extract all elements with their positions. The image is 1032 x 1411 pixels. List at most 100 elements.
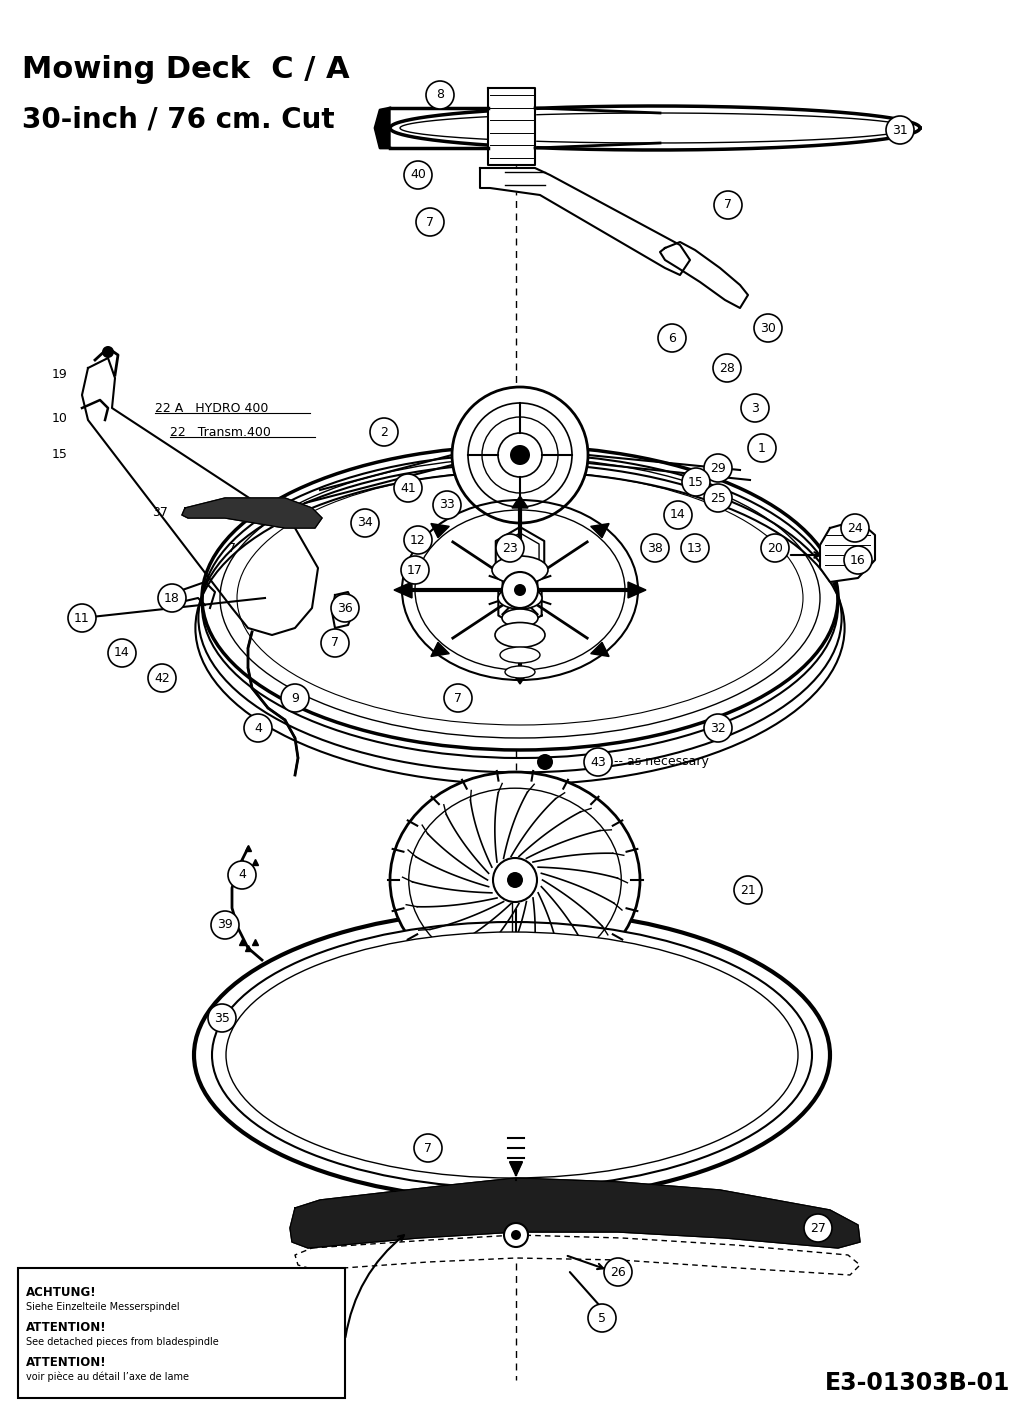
Circle shape [433, 491, 461, 519]
Text: 35: 35 [214, 1012, 230, 1024]
Polygon shape [182, 498, 322, 528]
Polygon shape [431, 642, 449, 656]
Circle shape [102, 346, 114, 358]
Text: Mowing Deck  C / A: Mowing Deck C / A [22, 55, 350, 85]
Text: Siehe Einzelteile Messerspindel: Siehe Einzelteile Messerspindel [26, 1302, 180, 1312]
Circle shape [748, 435, 776, 461]
Polygon shape [510, 1163, 522, 1175]
Polygon shape [394, 581, 412, 598]
Text: ACHTUNG!: ACHTUNG! [26, 1285, 97, 1300]
Text: 15: 15 [688, 476, 704, 488]
Text: 15: 15 [52, 449, 68, 461]
Circle shape [244, 714, 272, 742]
Text: 7: 7 [331, 636, 338, 649]
Text: 13: 13 [687, 542, 703, 555]
Circle shape [664, 501, 692, 529]
Circle shape [682, 468, 710, 497]
Text: 27: 27 [810, 1222, 826, 1235]
Text: 7: 7 [454, 691, 462, 704]
Circle shape [804, 1213, 832, 1242]
Text: 36: 36 [337, 601, 353, 615]
Circle shape [886, 116, 914, 144]
Ellipse shape [499, 648, 540, 663]
Circle shape [510, 444, 530, 466]
Text: 9: 9 [291, 691, 299, 704]
Circle shape [584, 748, 612, 776]
Text: 19: 19 [52, 368, 68, 381]
Circle shape [68, 604, 96, 632]
Text: 7: 7 [426, 216, 434, 229]
Text: voir pièce au détail l’axe de lame: voir pièce au détail l’axe de lame [26, 1371, 189, 1383]
Text: 33: 33 [440, 498, 455, 512]
Circle shape [108, 639, 136, 667]
Circle shape [734, 876, 762, 904]
Text: 11: 11 [74, 611, 90, 625]
Circle shape [713, 354, 741, 382]
Ellipse shape [502, 610, 538, 626]
Text: 25: 25 [710, 491, 725, 505]
Text: 12: 12 [410, 533, 426, 546]
Text: 18: 18 [164, 591, 180, 604]
Polygon shape [503, 563, 538, 602]
Circle shape [754, 315, 782, 341]
Text: 3: 3 [751, 402, 759, 415]
Text: ATTENTION!: ATTENTION! [26, 1321, 106, 1333]
Circle shape [761, 533, 789, 562]
Polygon shape [390, 106, 920, 150]
Text: 24: 24 [847, 522, 863, 535]
Text: 28: 28 [719, 361, 735, 374]
Circle shape [844, 546, 872, 574]
Text: 23: 23 [503, 542, 518, 555]
Polygon shape [512, 497, 528, 508]
Text: 42: 42 [154, 672, 170, 684]
Circle shape [658, 325, 686, 351]
Text: 31: 31 [892, 124, 908, 137]
Text: 30: 30 [760, 322, 776, 334]
Polygon shape [290, 1178, 860, 1247]
Circle shape [401, 556, 429, 584]
Text: 14: 14 [115, 646, 130, 659]
Polygon shape [820, 521, 875, 581]
Circle shape [493, 858, 537, 902]
Circle shape [444, 684, 472, 713]
Text: 26: 26 [610, 1266, 625, 1278]
Text: 21: 21 [740, 883, 755, 896]
Circle shape [370, 418, 398, 446]
Circle shape [511, 1230, 521, 1240]
Text: 43: 43 [590, 755, 606, 769]
Circle shape [714, 190, 742, 219]
Text: 2: 2 [380, 426, 388, 439]
Circle shape [211, 912, 239, 938]
Text: 37: 37 [152, 507, 168, 519]
Circle shape [502, 571, 538, 608]
Ellipse shape [492, 556, 548, 584]
Ellipse shape [226, 933, 798, 1178]
Text: 5: 5 [598, 1311, 606, 1325]
Circle shape [588, 1304, 616, 1332]
Polygon shape [488, 87, 535, 165]
Circle shape [537, 753, 553, 770]
Text: 34: 34 [357, 516, 373, 529]
Circle shape [498, 433, 542, 477]
Polygon shape [375, 109, 390, 148]
Text: 8: 8 [436, 89, 444, 102]
Circle shape [404, 526, 432, 555]
Bar [18, 1268, 345, 1398]
Text: 29: 29 [710, 461, 725, 474]
Text: 16: 16 [850, 553, 866, 566]
Polygon shape [660, 243, 748, 308]
Polygon shape [590, 523, 609, 538]
Text: 17: 17 [407, 563, 423, 577]
Text: 6: 6 [668, 332, 676, 344]
Text: 22 A   HYDRO 400: 22 A HYDRO 400 [155, 402, 268, 415]
Circle shape [404, 161, 432, 189]
Circle shape [514, 584, 526, 595]
Circle shape [414, 1134, 442, 1163]
Polygon shape [480, 168, 690, 275]
Ellipse shape [498, 587, 542, 610]
Text: E3-01303B-01: E3-01303B-01 [825, 1371, 1010, 1395]
Text: 10: 10 [52, 412, 68, 425]
Circle shape [158, 584, 186, 612]
Polygon shape [498, 579, 542, 628]
Circle shape [394, 474, 422, 502]
